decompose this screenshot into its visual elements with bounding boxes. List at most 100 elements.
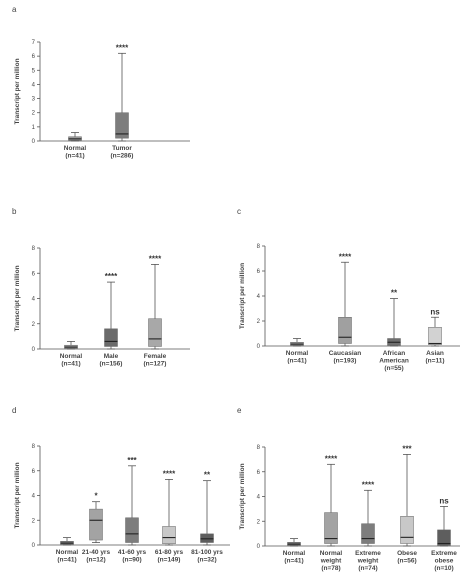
- box-3: **** Female(n=127): [144, 254, 167, 367]
- significance-label: ****: [362, 480, 375, 489]
- category-label: (n=41): [284, 558, 303, 565]
- category-label: weight: [357, 558, 379, 565]
- category-label: (n=156): [100, 361, 123, 368]
- y-tick-label: 6: [257, 269, 261, 275]
- box-iqr: [338, 317, 352, 344]
- panel-letter: a: [12, 5, 17, 14]
- category-label: (n=55): [384, 365, 403, 372]
- category-label: Normal: [64, 145, 87, 152]
- panel-letter: d: [12, 406, 16, 415]
- significance-label: ****: [116, 43, 129, 52]
- category-label: 21-40 yrs: [82, 549, 111, 556]
- significance-label: ****: [325, 454, 338, 463]
- y-axis-label: Transcript per million: [14, 265, 21, 331]
- box-1: Normal(n=41): [64, 132, 87, 160]
- y-tick-label: 8: [32, 444, 36, 450]
- y-tick-label: 6: [32, 54, 36, 60]
- y-tick-label: 6: [257, 470, 261, 476]
- category-label: Asian: [426, 350, 444, 357]
- category-label: Caucasian: [329, 350, 362, 357]
- box-iqr: [115, 112, 129, 139]
- box-iqr: [400, 516, 414, 544]
- category-label: (n=193): [334, 358, 357, 365]
- panel-c: c Transcript per million 0 2 4 6 8 Normal(n=41)…: [237, 207, 460, 372]
- panel-letter: c: [237, 207, 241, 216]
- box-2: **** Tumor(n=286): [111, 43, 134, 159]
- box-iqr: [437, 529, 451, 546]
- category-label: (n=74): [358, 565, 377, 572]
- y-tick-label: 7: [32, 40, 36, 46]
- y-tick-label: 6: [32, 271, 36, 277]
- y-tick-label: 4: [32, 82, 36, 88]
- y-tick-label: 8: [257, 244, 261, 250]
- y-axis-label: Transcript per million: [239, 463, 246, 529]
- category-label: (n=41): [287, 358, 306, 365]
- y-tick-label: 4: [257, 294, 261, 300]
- box-iqr: [428, 327, 442, 345]
- box-1: Normal(n=41): [286, 338, 309, 365]
- y-tick-label: 1: [32, 125, 36, 131]
- category-label: (n=11): [426, 358, 445, 365]
- significance-label: ****: [163, 469, 176, 478]
- category-label: Male: [104, 353, 119, 360]
- y-tick-label: 8: [257, 445, 261, 451]
- significance-label: ****: [339, 252, 352, 261]
- y-axis-label: Transcript per million: [14, 58, 21, 124]
- y-tick-label: 0: [32, 347, 36, 353]
- box-4: *** Obese(n=56): [397, 444, 417, 564]
- category-label: (n=78): [321, 565, 340, 572]
- y-axis-label: Transcript per million: [239, 263, 246, 329]
- category-label: (n=149): [158, 557, 181, 564]
- box-iqr: [200, 533, 214, 543]
- category-label: (n=41): [65, 153, 84, 160]
- significance-label: *: [94, 492, 98, 501]
- category-label: (n=32): [197, 557, 216, 564]
- significance-label: ns: [430, 307, 440, 316]
- box-2: **** Male(n=156): [100, 272, 123, 367]
- category-label: weight: [320, 558, 342, 565]
- y-tick-label: 0: [32, 543, 36, 549]
- box-1: Normal(n=41): [60, 341, 83, 368]
- category-label: (n=90): [122, 557, 141, 564]
- panel-letter: e: [237, 406, 242, 415]
- box-iqr: [104, 328, 118, 347]
- y-tick-label: 6: [32, 469, 36, 475]
- box-4: **** 61-80 yrs(n=149): [155, 469, 184, 563]
- y-tick-label: 0: [257, 344, 261, 350]
- significance-label: ns: [439, 496, 449, 505]
- y-tick-label: 8: [32, 246, 36, 252]
- y-axis-label: Transcript per million: [14, 462, 21, 528]
- category-label: Normal: [60, 353, 83, 360]
- significance-label: ****: [105, 272, 118, 281]
- box-1: Normal(n=41): [56, 537, 78, 564]
- significance-label: ***: [402, 444, 412, 453]
- category-label: Tumor: [112, 145, 132, 152]
- category-label: 41-60 yrs: [118, 549, 147, 556]
- significance-label: **: [204, 471, 211, 480]
- box-3: *** 41-60 yrs(n=90): [118, 456, 147, 564]
- box-5: ** 81-100 yrs(n=32): [191, 471, 223, 564]
- box-2: * 21-40 yrs(n=12): [82, 492, 111, 564]
- box-iqr: [89, 508, 103, 541]
- box-1: Normal(n=41): [283, 538, 306, 565]
- category-label: Normal: [283, 550, 306, 557]
- category-label: Normal: [286, 350, 309, 357]
- y-tick-label: 2: [257, 519, 261, 525]
- category-label: Extreme: [431, 550, 457, 557]
- y-tick-label: 2: [32, 111, 36, 117]
- category-label: Obese: [397, 550, 417, 557]
- category-label: obese: [435, 558, 454, 565]
- y-tick-label: 0: [257, 544, 261, 550]
- box-4: ns Asian(n=11): [426, 307, 445, 364]
- y-tick-label: 3: [32, 97, 36, 103]
- category-label: (n=41): [57, 557, 76, 564]
- category-label: Normal: [320, 550, 343, 557]
- box-iqr: [324, 512, 338, 544]
- panel-b: b Transcript per million 0 2 4 6 8 Normal(n=41)…: [12, 207, 190, 368]
